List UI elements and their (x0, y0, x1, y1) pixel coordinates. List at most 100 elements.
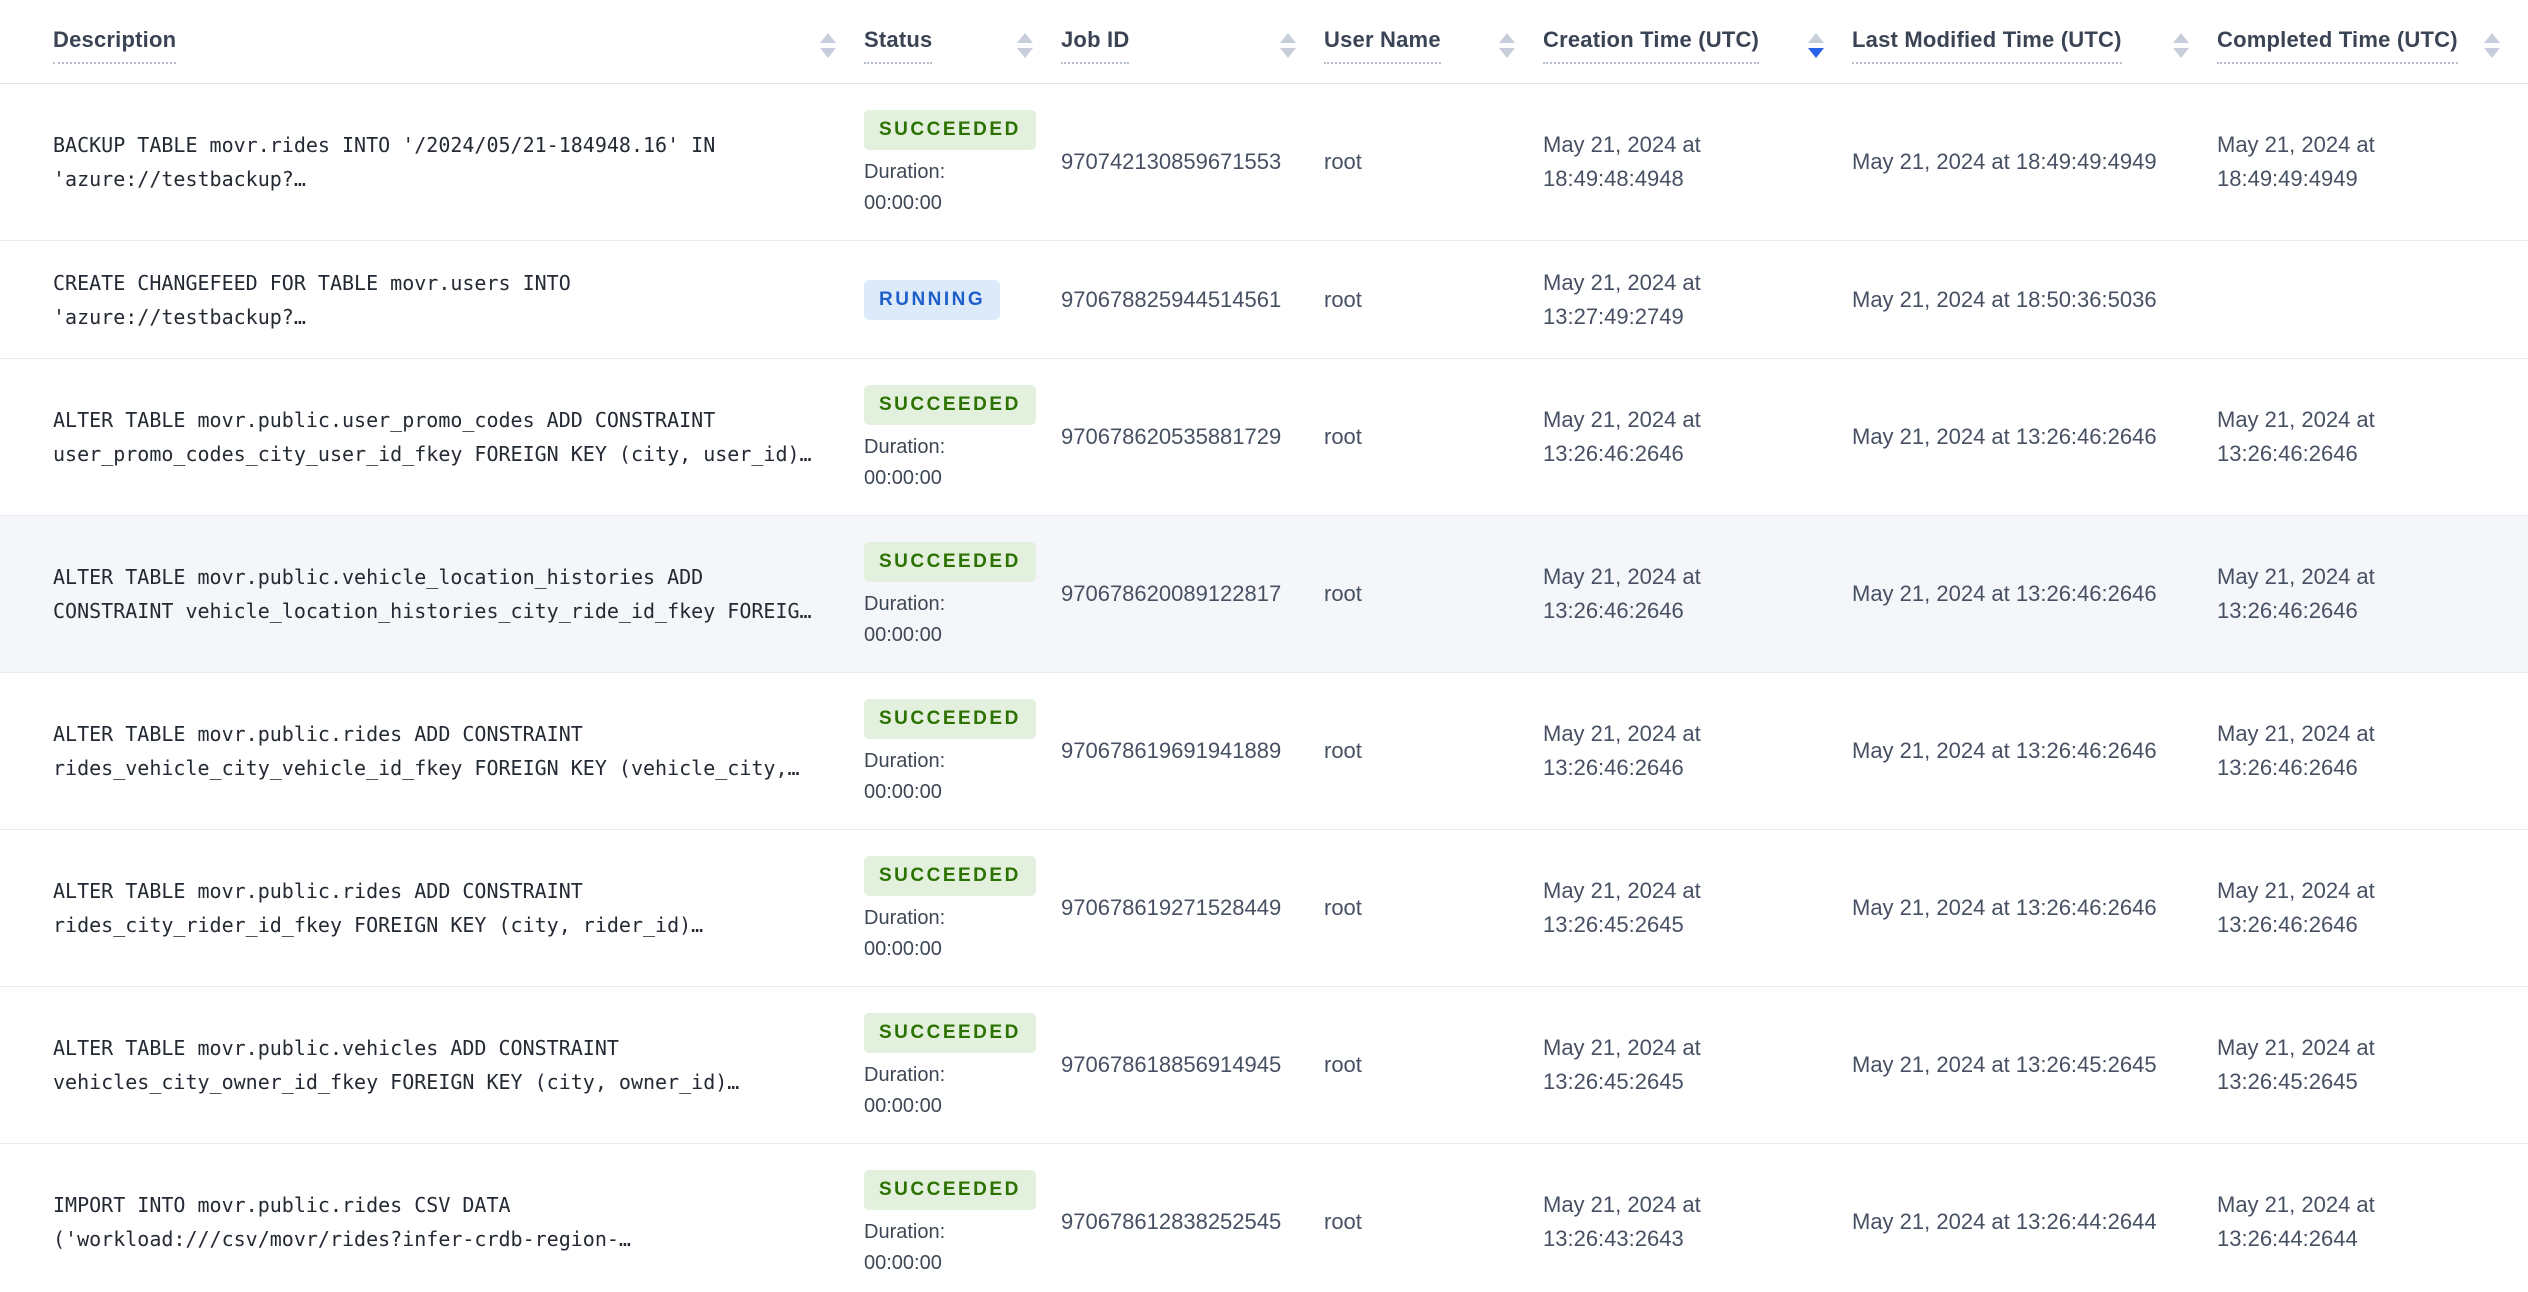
sort-icons[interactable] (1280, 33, 1296, 58)
table-row[interactable]: ALTER TABLE movr.public.vehicle_location… (0, 516, 2528, 673)
column-header-label: Last Modified Time (UTC) (1852, 27, 2122, 64)
creation-time: May 21, 2024 at 13:26:46:2646 (1543, 564, 1701, 623)
job-description-link[interactable]: CREATE CHANGEFEED FOR TABLE movr.users I… (53, 270, 571, 329)
sort-icons[interactable] (1499, 33, 1515, 58)
description-cell: CREATE CHANGEFEED FOR TABLE movr.users I… (0, 266, 864, 334)
column-header-label: Creation Time (UTC) (1543, 27, 1760, 64)
job-description-link[interactable]: ALTER TABLE movr.public.vehicles ADD CON… (53, 1036, 740, 1094)
column-header-user-name[interactable]: User Name (1324, 27, 1543, 64)
table-row[interactable]: IMPORT INTO movr.public.rides CSV DATA (… (0, 1144, 2528, 1292)
duration-value: 00:00:00 (864, 1095, 942, 1117)
last-modified-time: May 21, 2024 at 18:49:49:4949 (1852, 149, 2157, 174)
status-badge: SUCCEEDED (864, 1170, 1036, 1210)
sort-asc-icon (1499, 33, 1515, 43)
description-cell: ALTER TABLE movr.public.rides ADD CONSTR… (0, 874, 864, 942)
job-id: 970678619691941889 (1061, 738, 1282, 763)
completed-time: May 21, 2024 at 13:26:46:2646 (2217, 878, 2375, 937)
job-description-link[interactable]: BACKUP TABLE movr.rides INTO '/2024/05/2… (53, 133, 716, 191)
sort-asc-icon (1017, 33, 1033, 43)
status-cell: SUCCEEDED Duration: 00:00:00 (864, 1170, 1061, 1274)
job-description-link[interactable]: ALTER TABLE movr.public.rides ADD CONSTR… (53, 879, 704, 937)
column-header-creation-time[interactable]: Creation Time (UTC) (1543, 27, 1852, 64)
sort-asc-icon (2173, 33, 2189, 43)
column-header-label: Job ID (1061, 27, 1130, 64)
sort-desc-icon (2173, 48, 2189, 58)
duration-value: 00:00:00 (864, 781, 942, 803)
user-name: root (1324, 895, 1362, 920)
column-header-completed-time[interactable]: Completed Time (UTC) (2217, 27, 2528, 64)
duration-value: 00:00:00 (864, 1252, 942, 1274)
last-modified-time: May 21, 2024 at 13:26:46:2646 (1852, 895, 2157, 920)
table-row[interactable]: CREATE CHANGEFEED FOR TABLE movr.users I… (0, 241, 2528, 359)
creation-time: May 21, 2024 at 13:26:43:2643 (1543, 1192, 1701, 1251)
column-header-job-id[interactable]: Job ID (1061, 27, 1324, 64)
last-modified-time: May 21, 2024 at 13:26:46:2646 (1852, 581, 2157, 606)
duration-value: 00:00:00 (864, 938, 942, 960)
status-badge: SUCCEEDED (864, 385, 1036, 425)
column-header-description[interactable]: Description (0, 27, 864, 64)
duration-label: Duration: (864, 593, 946, 615)
sort-icons[interactable] (1808, 33, 1824, 58)
user-name: root (1324, 286, 1362, 312)
job-description-link[interactable]: ALTER TABLE movr.public.user_promo_codes… (53, 408, 812, 466)
table-row[interactable]: ALTER TABLE movr.public.rides ADD CONSTR… (0, 673, 2528, 830)
status-badge: SUCCEEDED (864, 856, 1036, 896)
last-modified-time: May 21, 2024 at 13:26:45:2645 (1852, 1052, 2157, 1077)
status-cell: SUCCEEDED Duration: 00:00:00 (864, 699, 1061, 803)
completed-time: May 21, 2024 at 13:26:46:2646 (2217, 407, 2375, 466)
job-id: 970678612838252545 (1061, 1209, 1282, 1234)
column-header-status[interactable]: Status (864, 27, 1061, 64)
creation-time: May 21, 2024 at 13:26:46:2646 (1543, 407, 1701, 466)
sort-icons[interactable] (820, 33, 836, 58)
job-description-link[interactable]: ALTER TABLE movr.public.rides ADD CONSTR… (53, 722, 800, 780)
job-id: 970742130859671553 (1061, 149, 1282, 174)
table-header-row: Description Status Job ID User Name (0, 0, 2528, 84)
creation-time: May 21, 2024 at 18:49:48:4948 (1543, 132, 1701, 191)
table-row[interactable]: BACKUP TABLE movr.rides INTO '/2024/05/2… (0, 84, 2528, 241)
duration-label: Duration: (864, 750, 946, 772)
sort-asc-icon (1280, 33, 1296, 43)
sort-icons[interactable] (2173, 33, 2189, 58)
sort-desc-icon (1280, 48, 1296, 58)
user-name: root (1324, 738, 1362, 763)
table-row[interactable]: ALTER TABLE movr.public.rides ADD CONSTR… (0, 830, 2528, 987)
duration-label: Duration: (864, 436, 946, 458)
column-header-label: User Name (1324, 27, 1441, 64)
completed-time: May 21, 2024 at 13:26:46:2646 (2217, 721, 2375, 780)
status-badge: SUCCEEDED (864, 1013, 1036, 1053)
column-header-last-modified-time[interactable]: Last Modified Time (UTC) (1852, 27, 2217, 64)
status-cell: RUNNING (864, 279, 1061, 320)
description-cell: ALTER TABLE movr.public.user_promo_codes… (0, 403, 864, 471)
sort-desc-icon (1017, 48, 1033, 58)
table-row[interactable]: ALTER TABLE movr.public.user_promo_codes… (0, 359, 2528, 516)
sort-desc-icon (1808, 48, 1824, 58)
column-header-label: Completed Time (UTC) (2217, 27, 2458, 64)
status-cell: SUCCEEDED Duration: 00:00:00 (864, 385, 1061, 489)
duration-value: 00:00:00 (864, 467, 942, 489)
job-id: 970678825944514561 (1061, 286, 1282, 312)
sort-desc-icon (820, 48, 836, 58)
last-modified-time: May 21, 2024 at 13:26:44:2644 (1852, 1209, 2157, 1234)
job-description-link[interactable]: IMPORT INTO movr.public.rides CSV DATA (… (53, 1193, 631, 1251)
last-modified-time: May 21, 2024 at 18:50:36:5036 (1852, 286, 2157, 312)
creation-time: May 21, 2024 at 13:27:49:2749 (1543, 269, 1701, 329)
status-cell: SUCCEEDED Duration: 00:00:00 (864, 110, 1061, 214)
job-description-link[interactable]: ALTER TABLE movr.public.vehicle_location… (53, 565, 812, 623)
sort-desc-icon (1499, 48, 1515, 58)
sort-icons[interactable] (2484, 33, 2500, 58)
description-cell: ALTER TABLE movr.public.vehicle_location… (0, 560, 864, 628)
table-row[interactable]: ALTER TABLE movr.public.vehicles ADD CON… (0, 987, 2528, 1144)
job-id: 970678619271528449 (1061, 895, 1282, 920)
description-cell: ALTER TABLE movr.public.vehicles ADD CON… (0, 1031, 864, 1099)
last-modified-time: May 21, 2024 at 13:26:46:2646 (1852, 738, 2157, 763)
creation-time: May 21, 2024 at 13:26:46:2646 (1543, 721, 1701, 780)
completed-time: May 21, 2024 at 13:26:45:2645 (2217, 1035, 2375, 1094)
description-cell: IMPORT INTO movr.public.rides CSV DATA (… (0, 1188, 864, 1256)
status-cell: SUCCEEDED Duration: 00:00:00 (864, 1013, 1061, 1117)
sort-icons[interactable] (1017, 33, 1033, 58)
column-header-label: Description (53, 27, 177, 64)
user-name: root (1324, 149, 1362, 174)
user-name: root (1324, 1209, 1362, 1234)
last-modified-time: May 21, 2024 at 13:26:46:2646 (1852, 424, 2157, 449)
